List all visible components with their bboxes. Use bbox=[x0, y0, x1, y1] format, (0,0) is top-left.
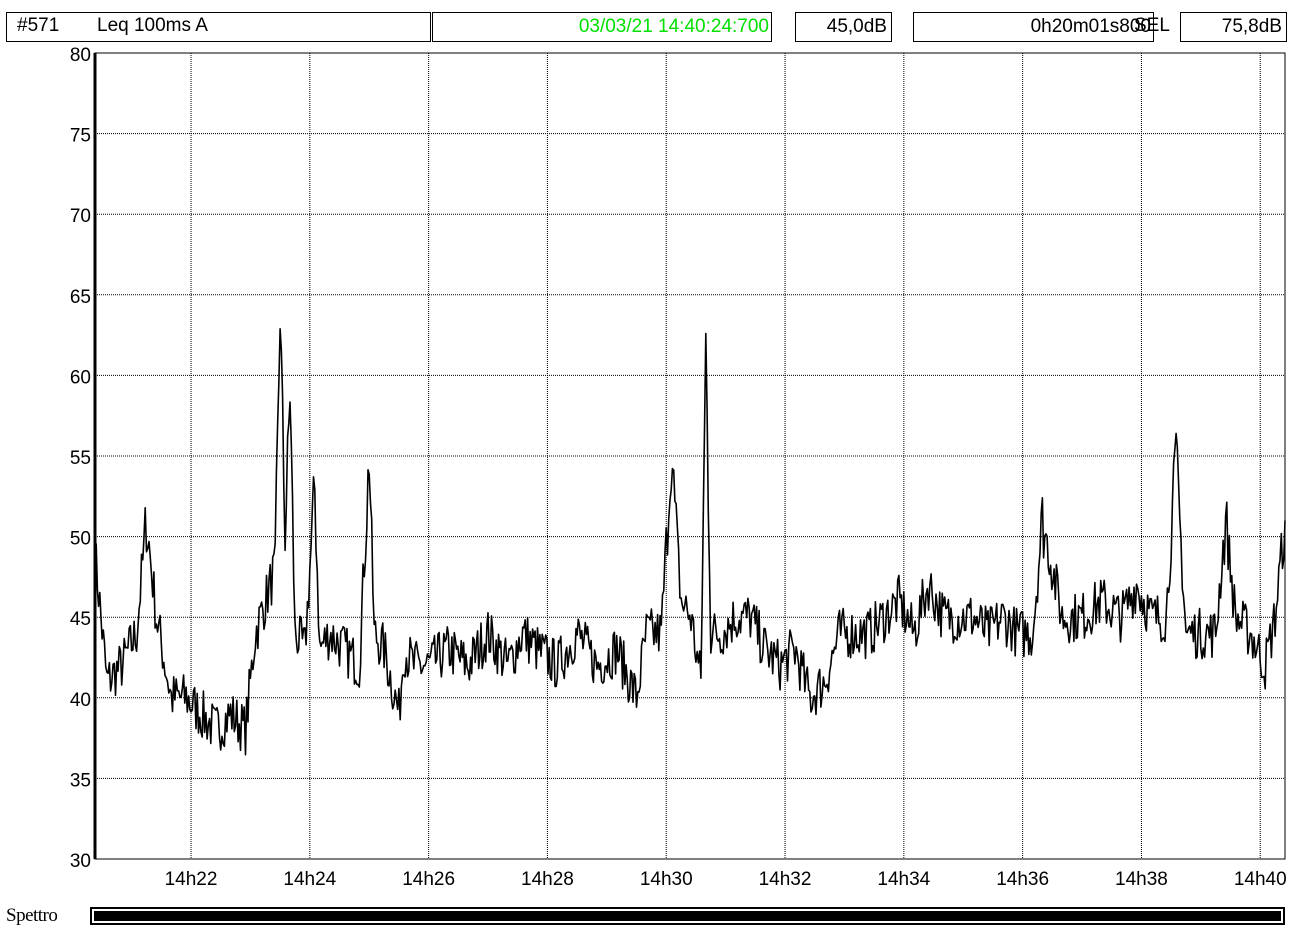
duration-value: 0h20m01s800 bbox=[1030, 16, 1151, 37]
spectrum-bar[interactable] bbox=[90, 907, 1285, 925]
record-info-box bbox=[6, 12, 431, 42]
measure-type: Leq 100ms A bbox=[97, 15, 208, 36]
x-tick-label: 14h40 bbox=[1234, 869, 1287, 890]
duration-box: 0h20m01s800 bbox=[913, 12, 1154, 42]
timestamp: 03/03/21 14:40:24:700 bbox=[578, 16, 769, 37]
x-tick-label: 14h34 bbox=[877, 869, 930, 890]
y-tick-label: 35 bbox=[70, 770, 91, 791]
x-tick-label: 14h36 bbox=[996, 869, 1049, 890]
y-tick-label: 40 bbox=[70, 690, 91, 711]
y-tick-label: 65 bbox=[70, 287, 91, 308]
x-tick-label: 14h30 bbox=[640, 869, 693, 890]
timestamp-box: 03/03/21 14:40:24:700 bbox=[432, 12, 772, 42]
y-axis-ticks: 30 35 40 45 50 55 60 65 70 75 80 bbox=[70, 45, 91, 872]
x-tick-label: 14h24 bbox=[283, 869, 336, 890]
x-tick-label: 14h26 bbox=[402, 869, 455, 890]
x-axis-ticks: 14h22 14h24 14h26 14h28 14h30 14h32 14h34 14h36… bbox=[165, 869, 1287, 890]
x-tick-label: 14h28 bbox=[521, 869, 574, 890]
y-tick-label: 55 bbox=[70, 448, 91, 469]
spectrum-label: Spettro bbox=[6, 905, 58, 926]
y-tick-label: 75 bbox=[70, 126, 91, 147]
record-id: #571 bbox=[17, 15, 60, 36]
y-tick-label: 70 bbox=[70, 206, 91, 227]
x-tick-label: 14h32 bbox=[759, 869, 812, 890]
sel-box: 75,8dB bbox=[1180, 12, 1287, 42]
sel-value: 75,8dB bbox=[1221, 16, 1282, 37]
x-tick-label: 14h38 bbox=[1115, 869, 1168, 890]
y-tick-label: 80 bbox=[70, 45, 91, 66]
sel-label: SEL bbox=[1134, 15, 1170, 36]
y-tick-label: 60 bbox=[70, 367, 91, 388]
y-tick-label: 30 bbox=[70, 851, 91, 872]
level-value: 45,0dB bbox=[826, 16, 887, 37]
y-tick-label: 45 bbox=[70, 609, 91, 630]
x-tick-label: 14h22 bbox=[165, 869, 218, 890]
y-tick-label: 50 bbox=[70, 529, 91, 550]
grid bbox=[95, 53, 1285, 859]
level-box: 45,0dB bbox=[795, 12, 892, 42]
header-bar: #571 Leq 100ms A 03/03/21 14:40:24:700 4… bbox=[0, 0, 1293, 43]
level-trace bbox=[94, 328, 1286, 756]
